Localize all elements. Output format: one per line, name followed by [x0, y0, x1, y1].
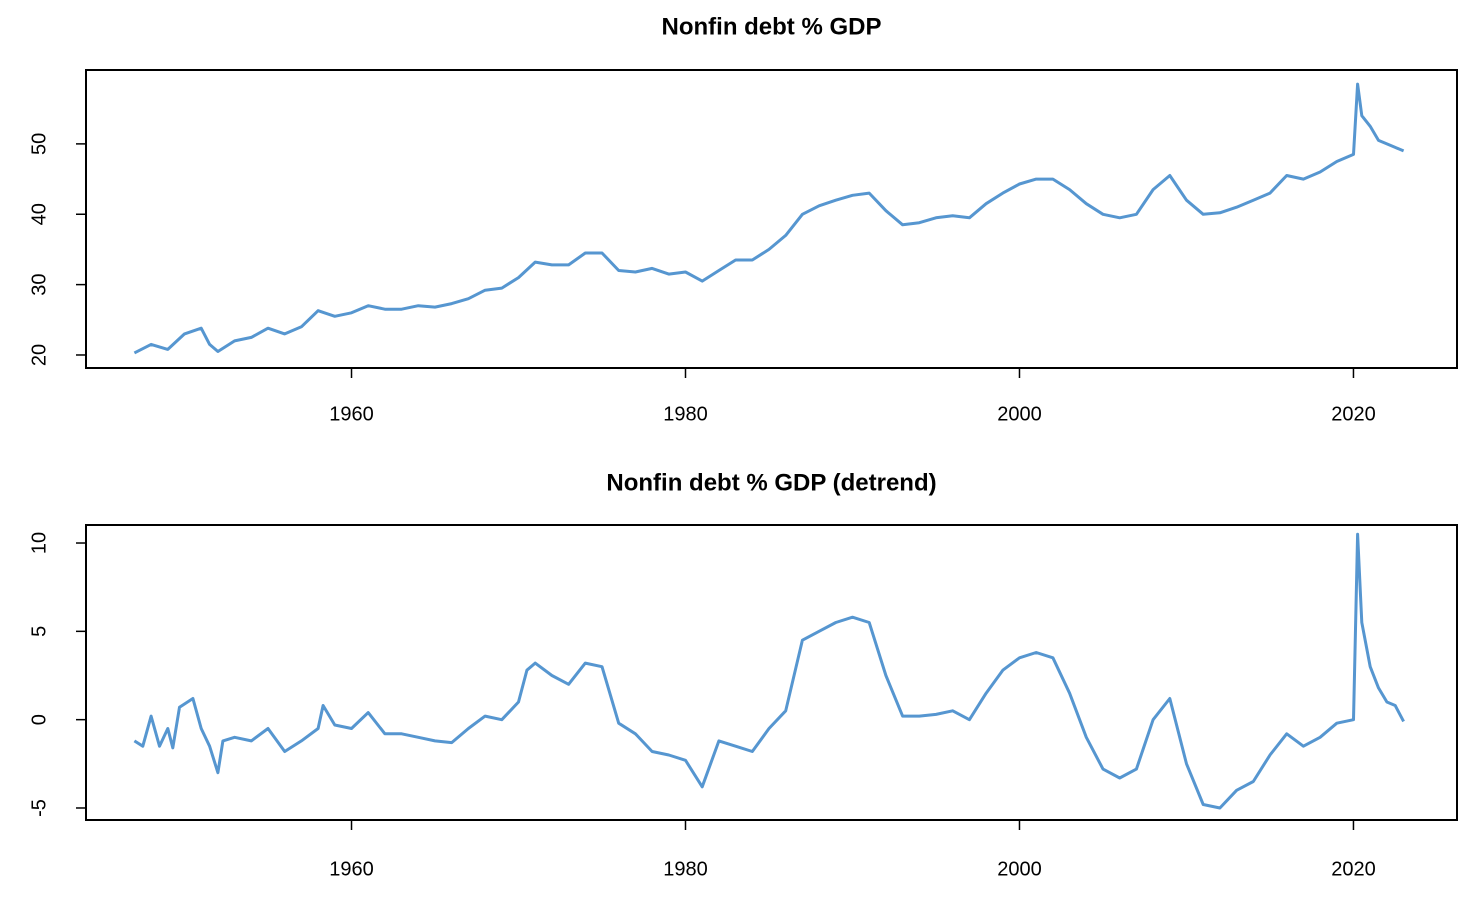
- x-tick-label: 1960: [329, 858, 374, 880]
- x-tick-label: 2020: [1331, 858, 1376, 880]
- y-tick-label: 50: [28, 133, 50, 155]
- data-line: [133, 532, 1405, 810]
- chart-title: Nonfin debt % GDP (detrend): [606, 469, 936, 496]
- y-tick-label: 30: [28, 273, 50, 295]
- x-tick-label: 2000: [997, 403, 1042, 425]
- data-line: [133, 82, 1405, 355]
- y-tick-label: 10: [28, 532, 50, 554]
- y-tick-label: -5: [28, 799, 50, 817]
- x-tick-label: 1980: [663, 858, 708, 880]
- x-tick-label: 2000: [997, 858, 1042, 880]
- plot-frame: [85, 69, 1458, 369]
- x-tick-label: 2020: [1331, 403, 1376, 425]
- y-tick-label: 5: [28, 626, 50, 637]
- chart-title: Nonfin debt % GDP: [662, 13, 882, 40]
- y-tick-label: 20: [28, 344, 50, 366]
- y-tick-label: 40: [28, 203, 50, 225]
- plot-frame: [85, 524, 1458, 821]
- x-tick-label: 1960: [329, 403, 374, 425]
- y-tick-label: 0: [28, 714, 50, 725]
- x-tick-label: 1980: [663, 403, 708, 425]
